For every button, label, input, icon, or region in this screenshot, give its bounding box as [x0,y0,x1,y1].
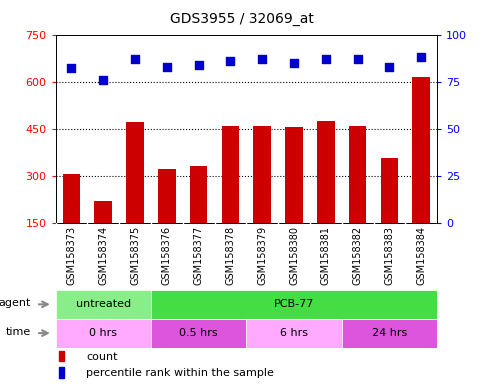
Bar [381,159,398,270]
Bar [56,290,151,319]
Text: GSM158381: GSM158381 [321,226,331,285]
Text: GDS3955 / 32069_at: GDS3955 / 32069_at [170,12,313,25]
Text: count: count [86,352,117,362]
Point [354,56,361,62]
Bar [190,166,207,270]
Text: GSM158376: GSM158376 [162,226,172,285]
Point [385,63,393,70]
Text: GSM158384: GSM158384 [416,226,426,285]
Text: agent: agent [0,298,30,308]
Text: GSM158382: GSM158382 [353,226,363,285]
Bar [310,35,342,223]
Point [99,77,107,83]
Point [68,65,75,71]
Text: 24 hrs: 24 hrs [372,328,407,338]
Text: GSM158377: GSM158377 [194,226,204,285]
Bar [95,201,112,270]
Bar [126,122,144,270]
Bar [246,35,278,223]
Point [227,58,234,64]
Point [258,56,266,62]
Point [290,60,298,66]
Bar [59,367,64,377]
Point [417,54,425,60]
Bar [373,35,405,223]
Bar [349,126,367,270]
Point [131,56,139,62]
Text: 0.5 hrs: 0.5 hrs [179,328,218,338]
Text: GSM158375: GSM158375 [130,226,140,285]
Text: GSM158374: GSM158374 [98,226,108,285]
Bar [342,319,437,348]
Bar [246,319,342,348]
Text: percentile rank within the sample: percentile rank within the sample [86,368,274,378]
Bar [278,35,310,223]
Bar [56,319,151,348]
Bar [183,35,214,223]
Bar [56,35,87,223]
Bar [214,35,246,223]
Text: time: time [5,327,30,337]
Point [163,63,170,70]
Bar [412,77,430,270]
Text: 0 hrs: 0 hrs [89,328,117,338]
Text: GSM158379: GSM158379 [257,226,267,285]
Bar [151,290,437,319]
Point [195,61,202,68]
Bar [87,35,119,223]
Bar [405,35,437,223]
Text: 6 hrs: 6 hrs [280,328,308,338]
Text: GSM158383: GSM158383 [384,226,395,285]
Bar [119,35,151,223]
Text: PCB-77: PCB-77 [274,299,314,310]
Text: GSM158373: GSM158373 [67,226,76,285]
Bar [63,174,80,270]
Bar [317,121,335,270]
Bar [285,127,303,270]
Bar [254,126,271,270]
Point [322,56,330,62]
Bar [158,169,176,270]
Text: GSM158380: GSM158380 [289,226,299,285]
Bar [342,35,373,223]
Bar [222,126,239,270]
Bar [151,35,183,223]
Text: untreated: untreated [76,299,131,310]
Bar [59,351,64,361]
Bar [151,319,246,348]
Text: GSM158378: GSM158378 [226,226,235,285]
